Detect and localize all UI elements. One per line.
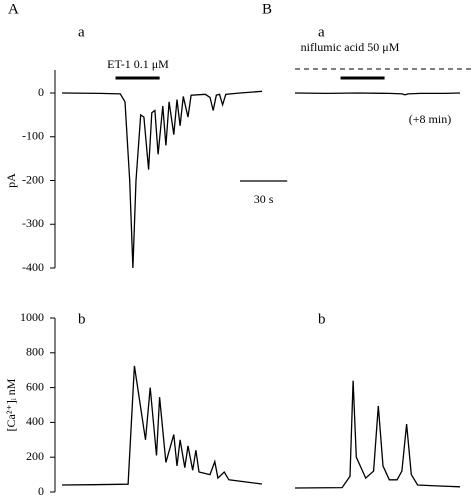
trace: [61, 365, 263, 486]
y-tick-label: -100: [22, 129, 44, 143]
trace: [294, 92, 461, 96]
panel-letter: A: [8, 1, 19, 17]
trace: [294, 380, 461, 489]
panel-label: a: [318, 24, 325, 40]
drug-label: niflumic acid 50 μM: [301, 40, 400, 54]
panel-label: a: [78, 24, 85, 40]
y-tick-label: -300: [22, 216, 44, 230]
y-tick-label: -200: [22, 172, 44, 186]
y-tick-label: 800: [26, 345, 44, 359]
panel-letter: B: [262, 1, 272, 17]
trace: [61, 90, 263, 269]
y-tick-label: 200: [26, 449, 44, 463]
panel-label: b: [318, 311, 326, 327]
y-tick-label: -400: [22, 260, 44, 274]
y-axis-label: [Ca²⁺]ᵢ nM: [4, 378, 18, 431]
note: (+8 min): [409, 112, 451, 126]
y-tick-label: 1000: [20, 310, 44, 324]
y-tick-label: 400: [26, 414, 44, 428]
scale-bar-label: 30 s: [254, 192, 274, 206]
drug-label: ET-1 0.1 μM: [107, 57, 169, 71]
y-axis-label: pA: [4, 173, 18, 188]
y-tick-label: 0: [38, 484, 44, 498]
panel-label: b: [78, 311, 86, 327]
y-tick-label: 0: [38, 85, 44, 99]
y-tick-label: 600: [26, 379, 44, 393]
